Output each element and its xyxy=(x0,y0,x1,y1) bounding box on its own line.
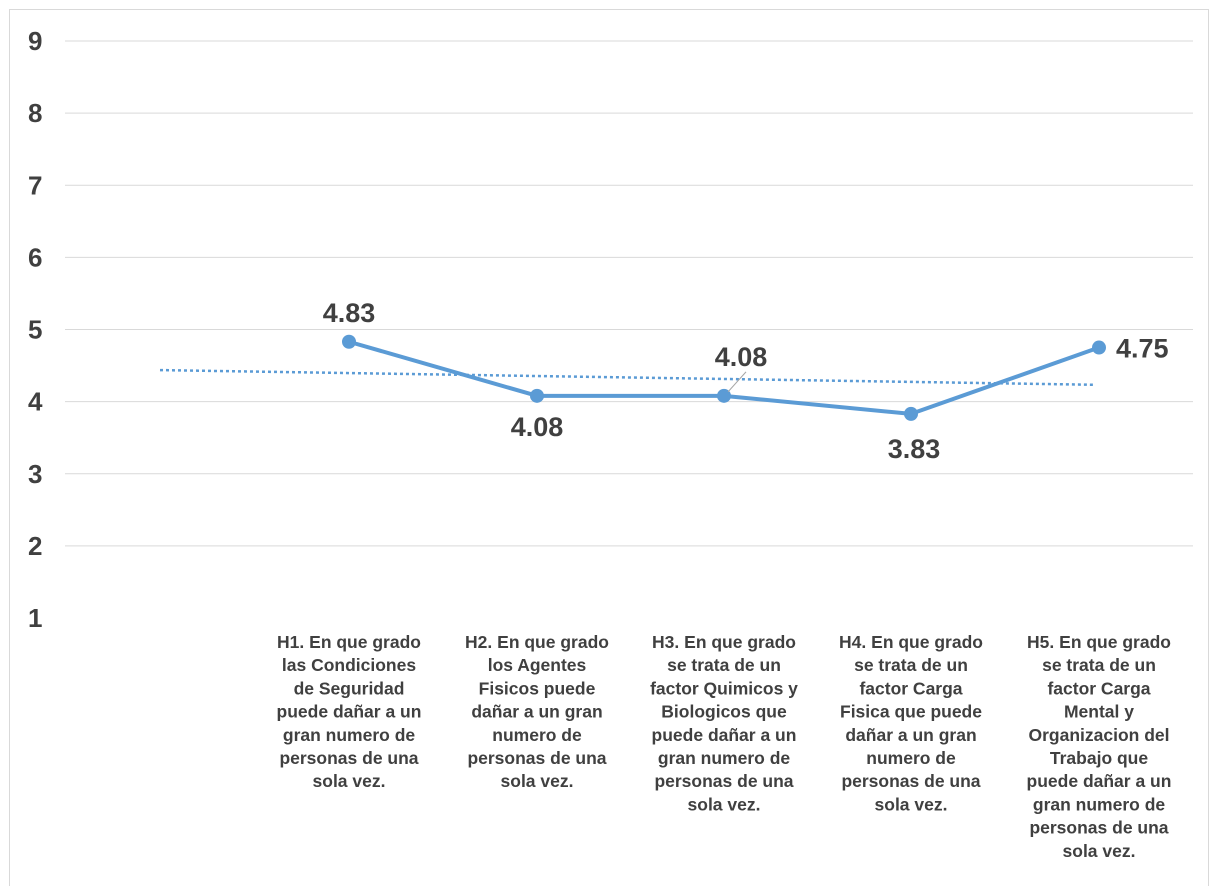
x-category-label: H5. En que grado se trata de un factor Car… xyxy=(1027,632,1172,861)
y-tick-label: 8 xyxy=(28,98,42,128)
data-point xyxy=(717,388,731,403)
x-category-label: H2. En que grado los Agentes Fisicos puede… xyxy=(465,632,609,791)
y-tick-label: 9 xyxy=(28,26,42,56)
x-category-label: H4. En que grado se trata de un factor Car… xyxy=(839,632,983,814)
y-tick-label: 7 xyxy=(28,170,42,200)
y-tick-label: 5 xyxy=(28,315,42,345)
data-point xyxy=(530,388,544,403)
x-category-label: H1. En que grado las Condiciones de Seguri… xyxy=(277,632,422,791)
data-label: 4.08 xyxy=(715,342,768,372)
data-label: 3.83 xyxy=(888,434,941,464)
chart-frame xyxy=(9,9,1209,886)
data-label-leader-line xyxy=(727,371,747,393)
gridlines xyxy=(65,40,1193,547)
data-point xyxy=(904,406,918,421)
y-tick-label: 3 xyxy=(28,459,42,489)
data-point xyxy=(342,334,356,349)
data-label: 4.83 xyxy=(323,298,376,328)
data-label: 4.75 xyxy=(1116,334,1169,364)
data-labels: 4.83 4.08 4.08 3.83 4.75 xyxy=(323,298,1169,464)
data-point xyxy=(1092,340,1106,355)
series-markers xyxy=(342,334,1106,421)
x-axis-category-labels: H1. En que grado las Condiciones de Seguri… xyxy=(277,632,1172,861)
y-tick-label: 4 xyxy=(28,387,43,417)
y-tick-label: 1 xyxy=(28,603,42,633)
y-axis-tick-labels: 1 2 3 4 5 6 7 8 9 xyxy=(28,26,43,633)
y-tick-label: 2 xyxy=(28,531,42,561)
trendline xyxy=(159,368,1096,387)
data-label: 4.08 xyxy=(511,412,564,442)
x-category-label: H3. En que grado se trata de un factor Qui… xyxy=(650,632,798,814)
y-tick-label: 6 xyxy=(28,242,42,272)
